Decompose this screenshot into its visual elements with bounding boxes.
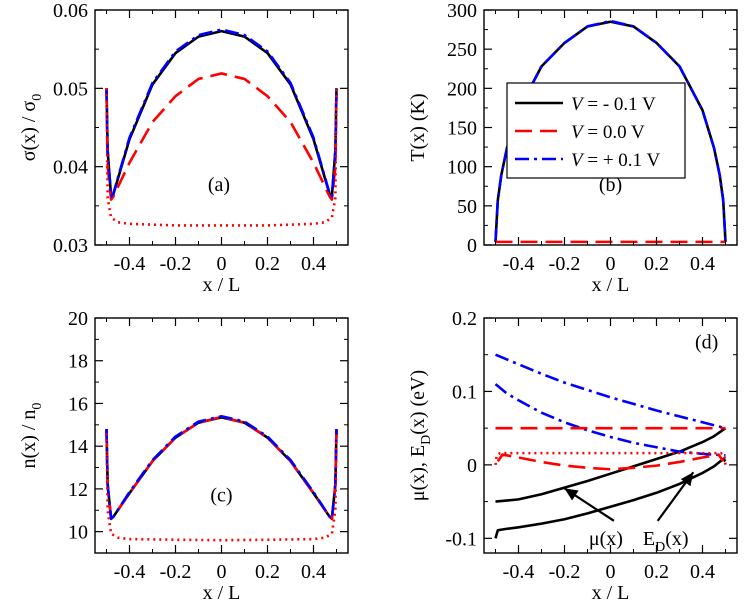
annotation-label: μ(x): [589, 528, 623, 550]
plot-frame: [94, 317, 349, 554]
x-tick-label: 0: [217, 253, 227, 275]
series-line-1: [494, 457, 727, 539]
y-axis-title: μ(x), ED(x) (eV): [407, 370, 434, 501]
x-tick-label: -0.2: [160, 561, 192, 583]
x-tick-label: 0.4: [301, 561, 326, 583]
annotation-subscript: D: [655, 540, 665, 555]
panel-0: -0.4 -0.2 0 0.2 0.4 0.03 0.04 0.05 0.06 x / L σ(x)…: [18, 0, 349, 296]
x-tick-label: 0.4: [690, 253, 715, 275]
y-axis-title-main: n(x) / n: [18, 410, 40, 469]
x-axis-title: x / L: [592, 274, 630, 296]
y-axis-title-subscript: 0: [30, 403, 45, 410]
series-line-3: [105, 88, 338, 227]
y-tick-label: 150: [447, 118, 477, 140]
x-tick-label: 0: [217, 561, 227, 583]
x-tick-label: -0.4: [503, 561, 535, 583]
series-line-6: [494, 451, 727, 466]
annotation-text: E: [643, 528, 655, 550]
y-axis-title: T(x) (K): [407, 93, 429, 161]
x-tick-label: -0.2: [160, 253, 192, 275]
series-line-0: [495, 427, 727, 503]
y-tick-label: 0.2: [452, 308, 477, 330]
y-axis-title: n(x) / n0: [18, 403, 45, 469]
series-line-2: [105, 414, 338, 521]
y-tick-label: 10: [68, 522, 88, 544]
x-tick-label: 0.2: [255, 561, 280, 583]
x-axis-title: x / L: [592, 582, 630, 600]
series-line-2: [495, 353, 726, 430]
x-tick-label: 0: [606, 561, 616, 583]
x-tick-label: 0.2: [644, 561, 669, 583]
x-tick-label: -0.2: [549, 253, 581, 275]
y-tick-label: 300: [447, 0, 477, 22]
y-tick-label: 0: [467, 455, 477, 477]
y-tick-label: 100: [447, 157, 477, 179]
y-tick-label: 14: [68, 436, 88, 458]
y-tick-label: 250: [447, 39, 477, 61]
annotation-arrowhead: [680, 472, 694, 487]
x-tick-label: 0.4: [301, 253, 326, 275]
panel-1: -0.4 -0.2 0 0.2 0.4 0 50 100 150 200 250 300 x / L T(…: [407, 0, 738, 296]
series-line-1: [494, 19, 727, 242]
legend-entry-symbol: V: [571, 94, 585, 115]
x-tick-label: -0.4: [114, 561, 146, 583]
x-axis-title: x / L: [203, 274, 241, 296]
panel-tag: (a): [208, 174, 230, 196]
panel-tag: (c): [210, 484, 232, 506]
x-tick-label: 0.4: [690, 561, 715, 583]
x-tick-label: 0.2: [255, 253, 280, 275]
y-tick-label: 20: [68, 308, 88, 330]
legend-entry-value: = 0.0 V: [583, 122, 645, 143]
y-axis-title-subscript: 0: [30, 94, 45, 101]
series-line-3: [494, 383, 726, 457]
legend-entry-label: V = - 0.1 V: [571, 94, 656, 115]
legend-entry-label: V = + 0.1 V: [571, 150, 660, 171]
y-tick-label: 12: [68, 479, 88, 501]
legend-entry-value: = - 0.1 V: [583, 94, 656, 115]
y-axis-title-tail: (x) (eV): [407, 370, 429, 435]
panel-3: -0.4 -0.2 0 0.2 0.4-0.100.10.2x / Lμ(x), ED(…: [407, 308, 738, 600]
x-tick-label: -0.4: [114, 253, 146, 275]
panel-tag: (d): [695, 332, 718, 354]
y-tick-label: 16: [68, 393, 88, 415]
panel-2: -0.4 -0.2 0 0.2 0.4 10 12 14 16 18 20 x / L n(x) / n…: [18, 308, 349, 600]
series-line-0: [105, 29, 338, 198]
y-tick-label: 0.03: [53, 235, 88, 257]
x-tick-label: 0: [606, 253, 616, 275]
legend-entry-value: = + 0.1 V: [583, 150, 661, 171]
legend-entry-label: V = 0.0 V: [571, 122, 645, 143]
y-tick-label: 0.06: [53, 0, 88, 22]
series-line-2: [105, 28, 338, 198]
y-axis-title-main: T(x) (K): [407, 93, 429, 161]
y-tick-label: 0.04: [53, 157, 88, 179]
y-axis-title-main: μ(x), E: [407, 445, 429, 501]
y-tick-label: 200: [447, 78, 477, 100]
y-axis-title: σ(x) / σ0: [18, 94, 45, 161]
x-tick-label: -0.2: [549, 561, 581, 583]
annotation-arrowhead: [564, 488, 579, 501]
legend-entry-symbol: V: [571, 122, 585, 143]
series-line-1: [105, 72, 338, 201]
y-tick-label: 0: [467, 235, 477, 257]
series-line-5: [496, 453, 725, 471]
y-tick-label: 0.05: [53, 78, 88, 100]
legend-box: [506, 82, 686, 179]
panel-tag: (b): [599, 174, 622, 196]
annotation-label: ED(x): [643, 528, 689, 555]
y-tick-label: 18: [68, 351, 88, 373]
legend-entry-symbol: V: [571, 150, 585, 171]
x-tick-label: -0.4: [503, 253, 535, 275]
y-tick-label: 50: [457, 196, 477, 218]
x-tick-label: 0.2: [644, 253, 669, 275]
y-axis-title-subscript: D: [419, 435, 434, 445]
y-tick-label: 0.1: [452, 381, 477, 403]
annotation-tail: (x): [665, 528, 688, 550]
y-axis-title-main: σ(x) / σ: [18, 101, 40, 162]
annotation-text: μ(x): [589, 528, 623, 550]
x-axis-title: x / L: [203, 582, 241, 600]
y-tick-label: -0.1: [445, 528, 477, 550]
